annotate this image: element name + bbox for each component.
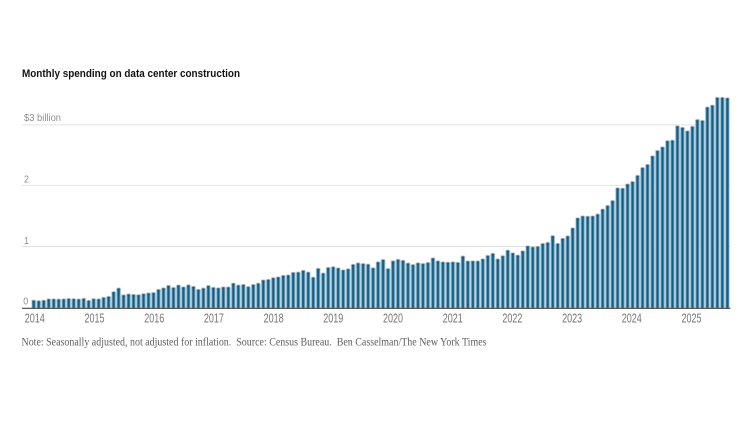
svg-text:2019: 2019 (323, 312, 343, 326)
svg-text:2014: 2014 (25, 312, 45, 326)
svg-text:2020: 2020 (383, 312, 403, 326)
svg-text:2021: 2021 (443, 312, 463, 326)
svg-text:1: 1 (24, 235, 29, 247)
svg-text:2023: 2023 (562, 312, 582, 326)
svg-text:0: 0 (23, 296, 28, 308)
svg-text:Note: Seasonally adjusted, not: Note: Seasonally adjusted, not adjusted … (22, 334, 487, 348)
svg-text:2024: 2024 (622, 312, 642, 326)
svg-text:2016: 2016 (144, 312, 164, 326)
svg-text:Monthly spending on data cente: Monthly spending on data center construc… (22, 68, 240, 80)
svg-text:2017: 2017 (204, 312, 224, 326)
svg-text:$3 billion: $3 billion (24, 112, 61, 124)
svg-text:2018: 2018 (264, 312, 284, 326)
svg-text:2015: 2015 (85, 312, 105, 326)
svg-text:2: 2 (24, 174, 29, 186)
svg-text:2022: 2022 (502, 312, 522, 326)
svg-text:2025: 2025 (682, 312, 702, 326)
